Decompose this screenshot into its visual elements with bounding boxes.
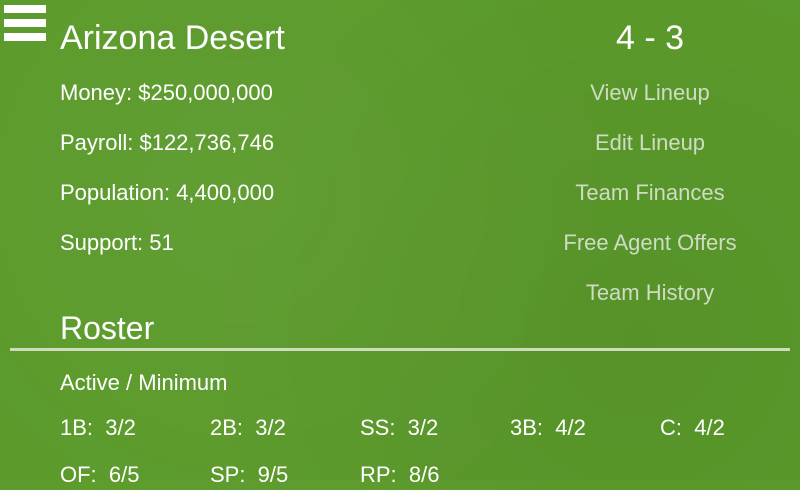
position-count: 1B: 3/2 <box>60 415 136 440</box>
team-name: Arizona Desert <box>60 19 285 57</box>
support-stat: Support: 51 <box>60 230 174 255</box>
payroll-stat: Payroll: $122,736,746 <box>60 130 275 155</box>
position-count: C: 4/2 <box>660 415 725 440</box>
population-stat: Population: 4,400,000 <box>60 180 275 205</box>
team-finances-link[interactable]: Team Finances <box>575 180 725 205</box>
team-history-link[interactable]: Team History <box>585 280 715 305</box>
position-count: RP: 8/6 <box>360 462 440 487</box>
roster-subtitle: Active / Minimum <box>60 370 228 395</box>
hamburger-icon-bar <box>4 19 46 27</box>
menu-button[interactable] <box>4 5 46 45</box>
position-count: OF: 6/5 <box>60 462 140 487</box>
roster-heading: Roster <box>60 310 155 346</box>
hamburger-icon-bar <box>4 33 46 41</box>
team-record: 4 - 3 <box>615 19 685 57</box>
position-count: 2B: 3/2 <box>210 415 286 440</box>
position-count: SP: 9/5 <box>210 462 289 487</box>
position-count: SS: 3/2 <box>360 415 439 440</box>
edit-lineup-link[interactable]: Edit Lineup <box>594 130 706 155</box>
free-agent-offers-link[interactable]: Free Agent Offers <box>563 230 737 255</box>
hamburger-icon-bar <box>4 5 46 13</box>
view-lineup-link[interactable]: View Lineup <box>590 80 710 105</box>
money-stat: Money: $250,000,000 <box>60 80 273 105</box>
divider <box>10 348 790 351</box>
position-count: 3B: 4/2 <box>510 415 586 440</box>
